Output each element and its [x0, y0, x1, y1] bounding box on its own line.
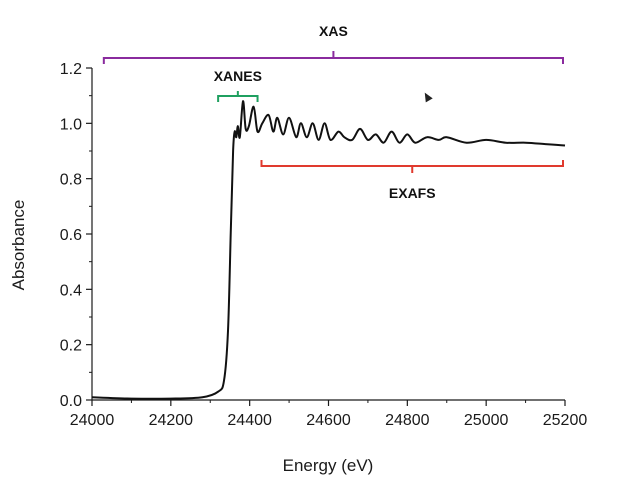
y-tick-label: 0.2 [60, 338, 82, 355]
y-tick-label: 0.6 [60, 227, 82, 244]
annotations: XAS XANES EXAFS [102, 23, 564, 201]
ticks: 24000 24200 24400 24600 24800 25000 25200 0.0 0.… [60, 61, 588, 429]
y-tick-label: 0.8 [60, 172, 82, 189]
x-tick-label: 24000 [70, 412, 115, 429]
y-tick-label: 1.2 [60, 61, 82, 78]
y-axis-title: Absorbance [9, 200, 28, 291]
absorbance-series-line [91, 100, 566, 400]
x-tick-label: 25200 [543, 412, 588, 429]
y-tick-label: 1.0 [60, 116, 82, 133]
x-tick-label: 24800 [385, 412, 430, 429]
label-exafs: EXAFS [389, 185, 436, 201]
bracket-exafs [260, 160, 564, 173]
x-tick-label: 24600 [306, 412, 351, 429]
y-tick-label: 0.0 [60, 393, 82, 410]
label-xas: XAS [319, 23, 348, 39]
bracket-xanes [217, 91, 259, 102]
x-tick-label: 24200 [149, 412, 194, 429]
axes [91, 68, 565, 401]
x-axis-title: Energy (eV) [283, 456, 374, 475]
x-tick-label: 25000 [464, 412, 509, 429]
series [91, 100, 566, 400]
x-tick-label: 24400 [227, 412, 272, 429]
label-xanes: XANES [214, 68, 262, 84]
bracket-xas [102, 51, 564, 64]
y-tick-label: 0.4 [60, 282, 82, 299]
